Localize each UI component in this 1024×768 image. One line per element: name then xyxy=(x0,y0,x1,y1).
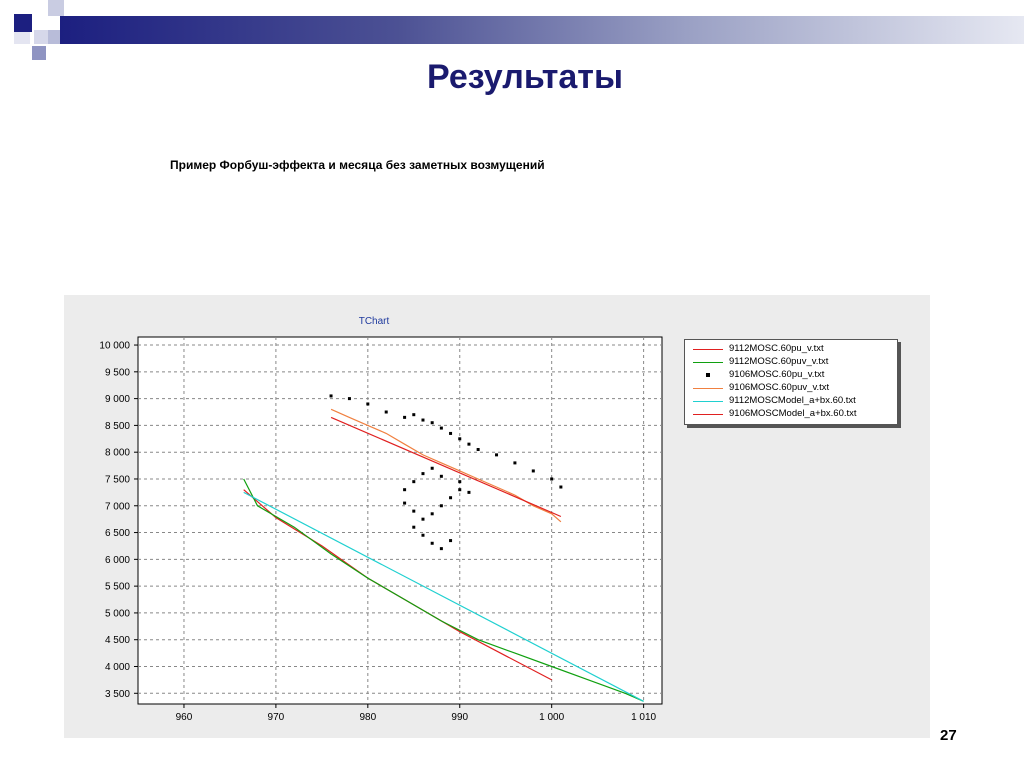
corner-square-light-2 xyxy=(34,30,48,44)
legend-swatch xyxy=(693,401,723,402)
x-tick-label: 980 xyxy=(359,712,376,723)
series-point xyxy=(430,421,434,425)
series-point xyxy=(439,547,443,551)
series-point xyxy=(550,477,554,481)
page-number: 27 xyxy=(940,727,957,744)
corner-square-light-1 xyxy=(48,0,64,16)
legend-label: 9112MOSC.60pu_v.txt xyxy=(729,343,824,354)
series-point xyxy=(329,394,333,398)
series-point xyxy=(430,541,434,545)
y-tick-label: 5 000 xyxy=(105,608,130,619)
y-tick-label: 4 500 xyxy=(105,635,130,646)
series-point xyxy=(412,525,416,529)
series-point xyxy=(421,418,425,422)
y-tick-label: 9 000 xyxy=(105,394,130,405)
legend-item: 9106MOSC.60pu_v.txt xyxy=(685,369,897,383)
series-point xyxy=(421,517,425,521)
corner-square-light-4 xyxy=(48,30,60,44)
legend-label: 9106MOSC.60puv_v.txt xyxy=(729,382,830,393)
chart-title: TChart xyxy=(359,316,390,327)
corner-square-light-3 xyxy=(14,32,30,44)
corner-square-mid xyxy=(32,46,46,60)
y-tick-label: 9 500 xyxy=(105,367,130,378)
series-layer xyxy=(243,394,644,702)
series-point xyxy=(495,453,499,457)
slide-subtitle: Пример Форбуш-эффекта и месяца без замет… xyxy=(170,158,545,172)
series-point xyxy=(430,512,434,516)
legend-swatch xyxy=(693,388,723,389)
series-point xyxy=(421,533,425,537)
grid-layer xyxy=(138,337,662,704)
series-point xyxy=(439,474,443,478)
series-point xyxy=(412,509,416,513)
y-tick-label: 4 000 xyxy=(105,662,130,673)
y-tick-label: 8 500 xyxy=(105,421,130,432)
series-point xyxy=(467,442,471,446)
header-bar xyxy=(60,16,1024,44)
series-point xyxy=(559,485,563,489)
y-tick-label: 7 000 xyxy=(105,501,130,512)
series-point xyxy=(439,426,443,430)
legend-item: 9112MOSCModel_a+bx.60.txt xyxy=(685,395,897,409)
y-tick-label: 10 000 xyxy=(99,341,130,352)
legend-marker xyxy=(706,373,710,377)
legend-label: 9106MOSCModel_a+bx.60.txt xyxy=(729,408,857,419)
series-point xyxy=(513,461,517,465)
series-point xyxy=(430,466,434,470)
plot-area xyxy=(137,336,663,705)
legend-label: 9112MOSC.60puv_v.txt xyxy=(729,356,829,367)
series-point xyxy=(384,410,388,414)
legend-item: 9106MOSCModel_a+bx.60.txt xyxy=(685,408,897,422)
series-point xyxy=(467,490,471,494)
y-tick-label: 6 000 xyxy=(105,555,130,566)
y-tick-label: 3 500 xyxy=(105,689,130,700)
series-line xyxy=(243,491,644,702)
x-tick-label: 1 000 xyxy=(539,712,564,723)
series-point xyxy=(439,504,443,508)
series-line xyxy=(330,416,562,518)
series-point xyxy=(347,397,351,401)
y-tick-label: 5 500 xyxy=(105,582,130,593)
series-point xyxy=(531,469,535,473)
legend-item: 9106MOSC.60puv_v.txt xyxy=(685,382,897,396)
legend-label: 9112MOSCModel_a+bx.60.txt xyxy=(729,395,856,406)
chart: TChart 3 500 4 000 4 500 5 000 5 500 6 000 6 5… xyxy=(99,316,663,723)
series-point xyxy=(476,448,480,452)
y-tick-label: 8 000 xyxy=(105,448,130,459)
series-point xyxy=(403,501,407,505)
legend-swatch xyxy=(693,349,723,350)
series-point xyxy=(403,488,407,492)
y-tick-label: 7 500 xyxy=(105,474,130,485)
x-tick-label: 960 xyxy=(176,712,193,723)
chart-legend: 9112MOSC.60pu_v.txt 9112MOSC.60puv_v.txt 9… xyxy=(684,339,898,425)
series-point xyxy=(412,413,416,417)
series-point xyxy=(412,480,416,484)
series-point xyxy=(403,415,407,419)
y-tick-label: 6 500 xyxy=(105,528,130,539)
corner-square-navy xyxy=(14,14,32,32)
legend-item: 9112MOSC.60puv_v.txt xyxy=(685,356,897,370)
series-point xyxy=(449,431,453,435)
legend-swatch xyxy=(693,414,723,415)
series-line xyxy=(243,478,644,702)
series-point xyxy=(449,496,453,500)
x-tick-label: 970 xyxy=(268,712,285,723)
axis-layer: 3 500 4 000 4 500 5 000 5 500 6 000 6 500 7 000… xyxy=(99,341,656,723)
x-tick-label: 990 xyxy=(451,712,468,723)
legend-swatch xyxy=(693,362,723,363)
series-line xyxy=(330,408,562,523)
series-point xyxy=(366,402,370,406)
legend-item: 9112MOSC.60pu_v.txt xyxy=(685,343,897,357)
legend-label: 9106MOSC.60pu_v.txt xyxy=(729,369,825,380)
series-point xyxy=(458,437,462,441)
series-point xyxy=(449,539,453,543)
slide-title: Результаты xyxy=(426,58,623,96)
x-tick-label: 1 010 xyxy=(631,712,656,723)
series-point xyxy=(458,488,462,492)
series-point xyxy=(421,472,425,476)
series-point xyxy=(458,480,462,484)
